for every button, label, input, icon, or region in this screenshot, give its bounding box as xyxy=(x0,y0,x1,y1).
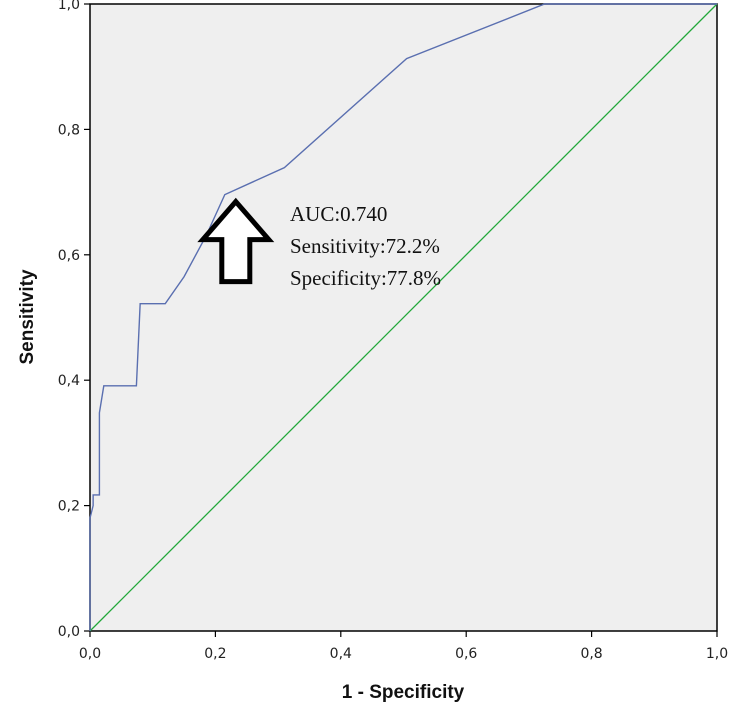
x-tick-label: 0,2 xyxy=(204,646,226,662)
annotation-specificity: Specificity:77.8% xyxy=(290,266,441,290)
annotation-auc: AUC:0.740 xyxy=(290,202,387,226)
x-tick-label: 0,0 xyxy=(79,646,101,662)
tick-labels: 0,0 0,0 0,2 0,2 0,4 0,4 0,6 0,6 0,8 0,8 1,0 1,0 xyxy=(58,0,728,662)
reference-diagonal-line xyxy=(89,3,718,632)
annotation-sensitivity: Sensitivity:72.2% xyxy=(290,234,440,258)
y-tick-label: 0,2 xyxy=(58,499,80,515)
x-axis-title: 1 - Specificity xyxy=(342,682,465,703)
roc-curve xyxy=(89,3,717,631)
x-tick-label: 0,4 xyxy=(330,646,352,662)
x-tick-label: 0,6 xyxy=(455,646,477,662)
y-tick-label: 0,8 xyxy=(58,122,80,138)
y-tick-label: 1,0 xyxy=(58,0,80,13)
y-axis-title: Sensitivity xyxy=(17,269,38,364)
up-arrow-icon xyxy=(197,197,275,285)
x-tick-label: 0,8 xyxy=(580,646,602,662)
y-tick-label: 0,4 xyxy=(58,373,80,389)
x-tick-label: 1,0 xyxy=(706,646,728,662)
axis-ticks xyxy=(84,3,718,637)
y-tick-label: 0,6 xyxy=(58,248,80,264)
y-tick-label: 0,0 xyxy=(58,624,80,640)
